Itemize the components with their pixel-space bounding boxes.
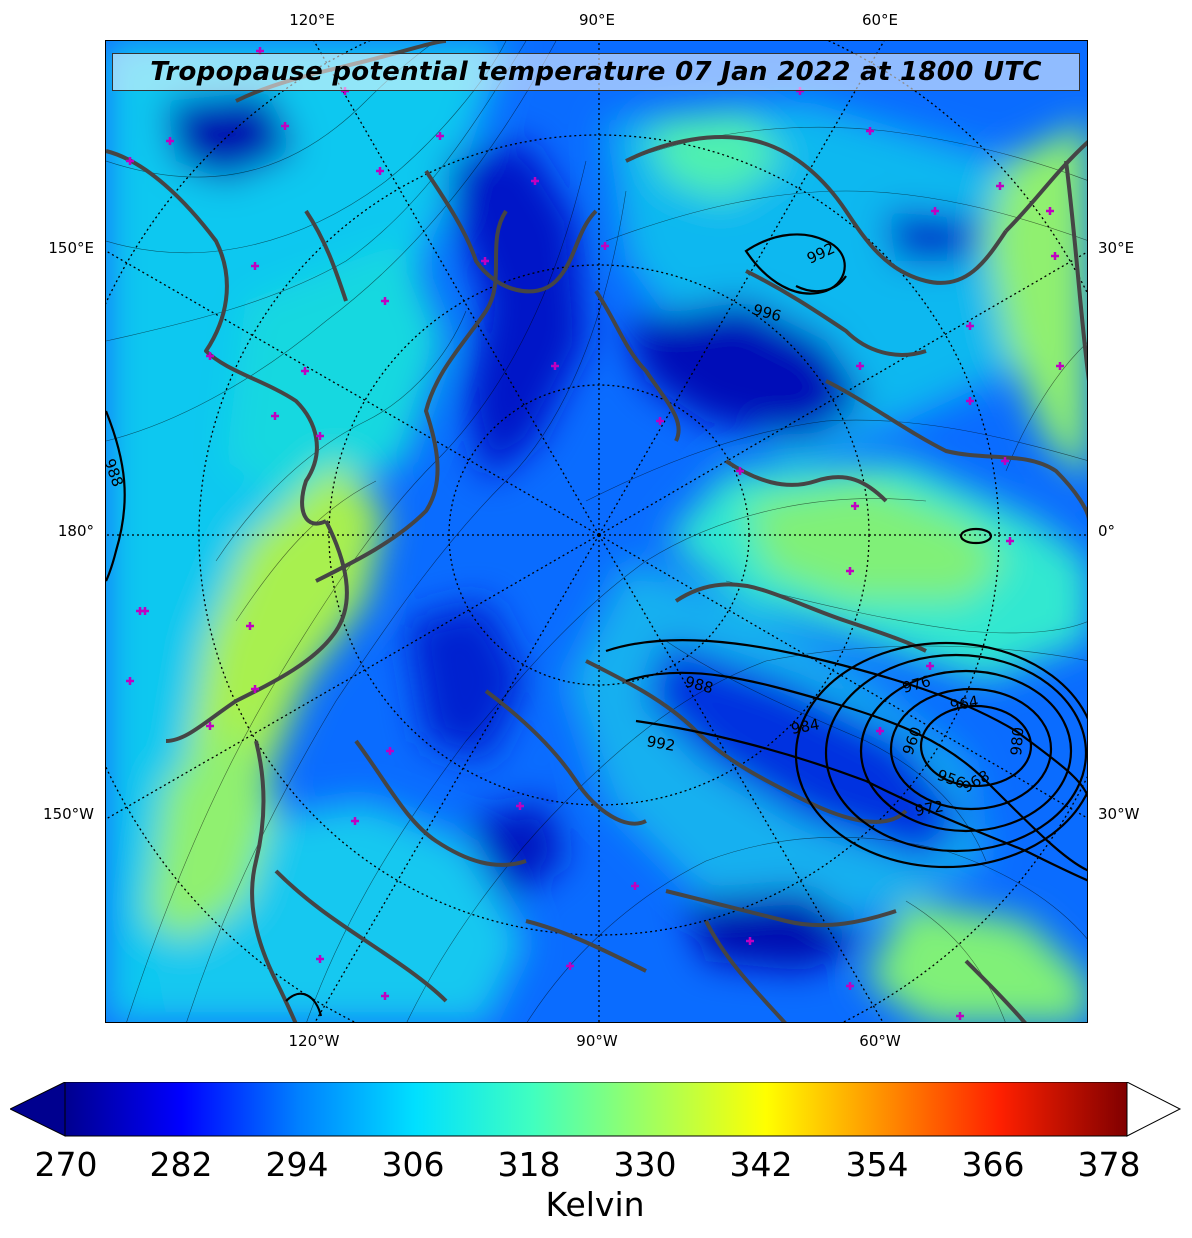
colorbar-tick: 294	[265, 1145, 329, 1184]
lon-label-left: 150°E	[48, 239, 94, 257]
lon-label-top: 120°E	[289, 11, 335, 29]
colorbar-label: Kelvin	[545, 1185, 645, 1224]
coastlines	[106, 41, 1087, 1022]
lon-label-left: 180°	[57, 522, 94, 540]
lon-label-right: 30°W	[1098, 805, 1140, 823]
lon-label-left: 150°W	[43, 805, 94, 823]
pressure-label: 980	[1007, 726, 1027, 756]
station-markers	[126, 47, 1064, 1020]
colorbar	[10, 1082, 1182, 1137]
map-title: Tropopause potential temperature 07 Jan …	[112, 53, 1080, 91]
colorbar-tick: 342	[729, 1145, 793, 1184]
theta-contours	[106, 41, 1087, 1022]
graticule	[106, 41, 1087, 1022]
lon-label-bottom: 120°W	[288, 1032, 340, 1050]
colorbar-gradient	[64, 1082, 1128, 1137]
colorbar-tick: 306	[381, 1145, 445, 1184]
map-panel: 992 996 988 988 984 992 976 964 960 956 …	[105, 40, 1088, 1023]
colorbar-over-arrow	[1126, 1082, 1182, 1137]
lon-label-bottom: 60°W	[859, 1032, 901, 1050]
pressure-label: 972	[914, 797, 945, 820]
colorbar-tick: 282	[149, 1145, 213, 1184]
colorbar-tick: 354	[845, 1145, 909, 1184]
lon-label-right: 0°	[1098, 522, 1116, 540]
map-canvas: 992 996 988 988 984 992 976 964 960 956 …	[106, 41, 1087, 1022]
lon-label-top: 90°E	[578, 11, 616, 29]
colorbar-tick: 378	[1077, 1145, 1141, 1184]
lon-label-bottom: 90°W	[576, 1032, 618, 1050]
pressure-label: 984	[790, 715, 821, 738]
theta-field	[106, 41, 1087, 1022]
colorbar-tick: 270	[34, 1145, 98, 1184]
colorbar-tick: 366	[961, 1145, 1025, 1184]
colorbar-tick: 330	[613, 1145, 677, 1184]
pressure-label: 964	[949, 692, 980, 715]
colorbar-under-arrow	[10, 1082, 66, 1137]
lon-label-right: 30°E	[1098, 239, 1135, 257]
pressure-label: 992	[645, 732, 676, 755]
lon-label-top: 60°E	[861, 11, 899, 29]
mslp-contours	[106, 233, 1087, 1017]
colorbar-tick: 318	[497, 1145, 561, 1184]
